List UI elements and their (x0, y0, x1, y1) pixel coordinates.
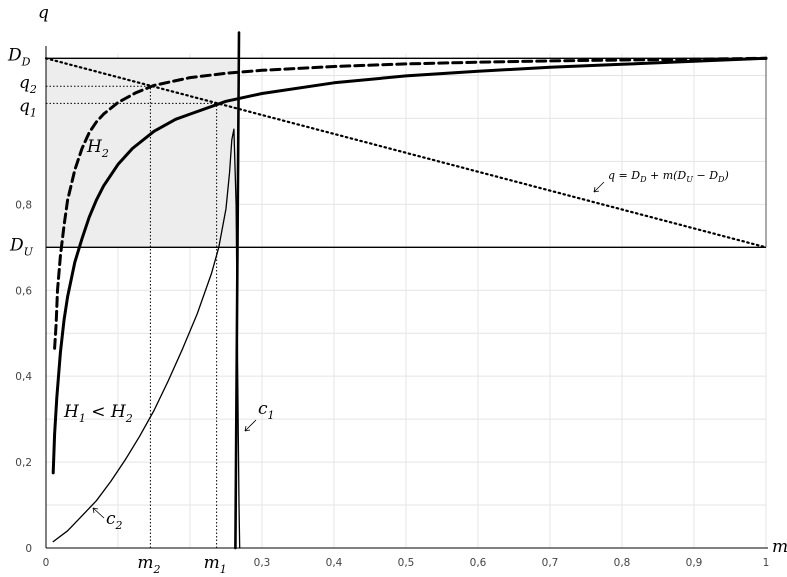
label-du: DU (9, 235, 34, 258)
label-dd-main: D (7, 45, 22, 65)
budget-part: ) (723, 169, 728, 182)
label-q1-main: q (19, 96, 30, 116)
label-m1: m1 (204, 553, 227, 576)
series-h2 (53, 56, 768, 350)
series (44, 31, 768, 550)
arrow-c2 (92, 507, 105, 519)
x-tick-label: 0,7 (542, 557, 559, 569)
series-c1 (234, 31, 241, 550)
series-h1 (51, 56, 768, 475)
label-du-main: D (9, 235, 24, 255)
x-tick-label: 0,3 (254, 557, 271, 569)
annot-c1-sub: 1 (268, 409, 275, 422)
label-m1-main: m (204, 553, 220, 573)
x-tick-label: 0,4 (326, 557, 343, 569)
label-dd: DD (7, 45, 31, 68)
label-m2-main: m (137, 553, 153, 573)
x-tick-label: 0,8 (614, 557, 631, 569)
axes (45, 46, 768, 549)
label-q1-sub: 1 (30, 106, 37, 119)
label-q2-sub: 2 (29, 83, 37, 96)
label-m2: m2 (137, 553, 160, 576)
annot-budget-line: q = DD + m(DU − DD) (608, 169, 729, 184)
y-tick-label: 0,8 (15, 199, 32, 211)
annot-c1-main: c (258, 399, 268, 419)
annot-c2-main: c (106, 509, 116, 529)
annot-h1-sub: 1 (79, 412, 86, 425)
annot-h1-lt-h2: H1 < H2 (63, 402, 133, 425)
y-tick-label: 0 (25, 543, 32, 555)
y-tick-label: 0,4 (15, 371, 32, 383)
x-tick-label: 0,6 (470, 557, 487, 569)
labels: 0 0,3 0,4 0,5 0,6 0,7 0,8 0,9 100,20,40,60,8mqDD… (7, 3, 787, 576)
budget-part: + m(D (647, 169, 687, 182)
label-m2-sub: 2 (153, 563, 161, 576)
label-q2: q2 (19, 73, 37, 96)
x-tick-label: 0,5 (398, 557, 415, 569)
annot-c1: c1 (258, 399, 275, 422)
budget-part: q = D (608, 169, 640, 182)
budget-part: D (717, 175, 725, 184)
annot-c2: c2 (106, 509, 123, 532)
y-tick-label: 0,2 (15, 457, 32, 469)
budget-part: U (686, 175, 693, 184)
label-q1: q1 (19, 96, 37, 119)
series-c2 (52, 128, 241, 549)
x-tick-label: 0 (43, 557, 50, 569)
annot-lt: < H (86, 402, 127, 422)
arrow-c1 (244, 419, 257, 432)
label-m1-sub: 1 (220, 563, 227, 576)
annot-h1: H (63, 402, 80, 422)
x-axis-label: m (772, 537, 787, 557)
y-axis-label: q (38, 3, 49, 23)
x-tick-label: 0,9 (686, 557, 703, 569)
annot-h2: H2 (86, 137, 109, 160)
label-dd-sub: D (21, 55, 31, 68)
arrowhead-c2 (92, 507, 99, 514)
annot-h2-sub: 2 (125, 412, 133, 425)
y-tick-label: 0,6 (15, 285, 32, 297)
budget-part: − D (693, 169, 718, 182)
x-tick-label: 1 (763, 557, 770, 569)
arrow-budget (593, 181, 605, 193)
arrowhead-c1 (244, 425, 251, 432)
series-budget-line (44, 57, 768, 249)
label-q2-main: q (19, 73, 30, 93)
annot-c2-sub: 2 (115, 519, 123, 532)
arrowhead-budget (593, 186, 600, 193)
budget-part: D (639, 175, 647, 184)
label-du-sub: U (24, 245, 34, 258)
annot-h2-sub: 2 (101, 147, 109, 160)
annot-h2-main: H (86, 137, 103, 157)
